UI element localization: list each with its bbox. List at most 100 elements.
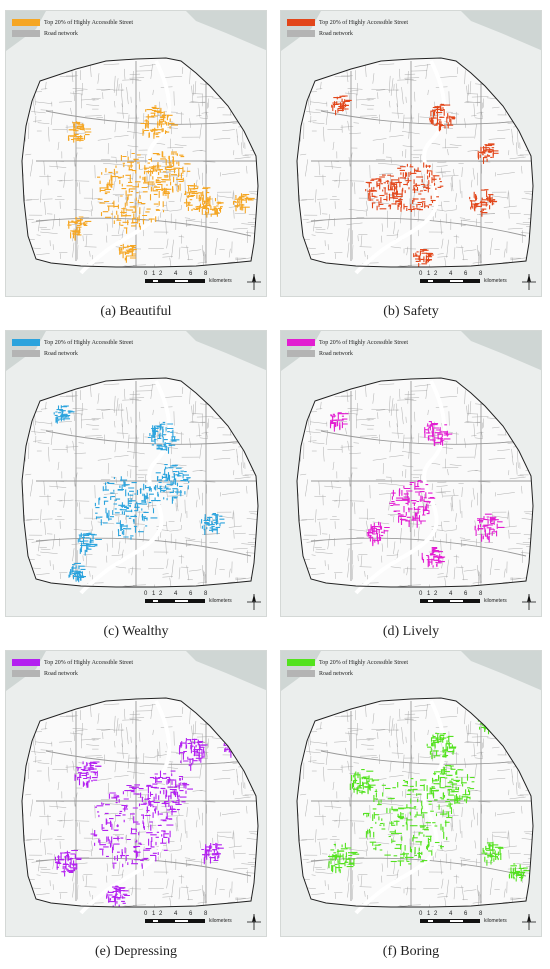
river — [79, 700, 172, 915]
map-panel-b: Top 20% of Highly Accessible Street Road … — [280, 10, 542, 297]
road-network — [22, 378, 258, 587]
scale-bar-segment — [420, 279, 427, 283]
scale-bar-segment — [145, 919, 152, 923]
scale-bar-segment — [189, 599, 205, 603]
scale-tick-label: 1 — [427, 911, 431, 917]
scale-unit-label: kilometers — [209, 918, 232, 924]
water-body — [281, 11, 541, 51]
scale-bar-segment — [145, 599, 152, 603]
scale-tick-label: 8 — [479, 911, 483, 917]
legend-swatch-highlight — [12, 339, 40, 346]
water-body — [6, 651, 266, 691]
north-arrow-icon — [522, 594, 536, 610]
legend-item-network: Road network — [287, 668, 408, 679]
legend-label-highlight: Top 20% of Highly Accessible Street — [319, 19, 409, 26]
scale-tick-label: 4 — [174, 271, 178, 277]
legend-item-highlight: Top 20% of Highly Accessible Street — [287, 337, 408, 348]
scale-bar-segment — [464, 279, 480, 283]
highlighted-streets — [53, 405, 225, 583]
scale-bar: 0 1 2 4 6 8 kilometers — [136, 271, 266, 295]
legend-item-highlight: Top 20% of Highly Accessible Street — [12, 657, 133, 668]
map-panel-e: Top 20% of Highly Accessible Street Road … — [5, 650, 267, 937]
river — [354, 380, 447, 595]
north-arrow-icon — [247, 914, 261, 930]
city-boundary — [296, 697, 534, 908]
scale-tick-label: 8 — [204, 911, 208, 917]
map-legend: Top 20% of Highly Accessible Street Road … — [287, 657, 408, 679]
scale-tick-label: 6 — [189, 271, 193, 277]
legend-swatch-network — [287, 30, 315, 37]
scale-bar: 0 1 2 4 6 8 kilometers — [136, 911, 266, 935]
scale-bar-segment — [449, 599, 464, 603]
river — [79, 380, 172, 595]
scale-unit-label: kilometers — [484, 918, 507, 924]
scale-tick-label: 4 — [174, 911, 178, 917]
legend-swatch-highlight — [287, 339, 315, 346]
map-panel-c: Top 20% of Highly Accessible Street Road … — [5, 330, 267, 617]
river — [354, 60, 447, 275]
legend-item-highlight: Top 20% of Highly Accessible Street — [287, 657, 408, 668]
scale-bar-segment — [159, 599, 174, 603]
city-boundary — [21, 57, 259, 268]
legend-swatch-network — [12, 30, 40, 37]
map-canvas — [281, 331, 541, 595]
scale-tick-label: 4 — [449, 911, 453, 917]
scale-tick-label: 4 — [449, 271, 453, 277]
legend-item-highlight: Top 20% of Highly Accessible Street — [287, 17, 408, 28]
map-legend: Top 20% of Highly Accessible Street Road … — [287, 17, 408, 39]
scale-tick-label: 1 — [152, 591, 156, 597]
scale-bar: 0 1 2 4 6 8 kilometers — [411, 591, 541, 615]
city-area — [22, 698, 258, 907]
scale-tick-label: 4 — [174, 591, 178, 597]
panel-caption-b: (b) Safety — [383, 304, 439, 319]
legend-swatch-highlight — [287, 19, 315, 26]
scale-bar-segment — [449, 919, 464, 923]
scale-tick-label: 8 — [479, 271, 483, 277]
scale-tick-label: 1 — [152, 911, 156, 917]
scale-bar-segment — [427, 279, 434, 283]
scale-tick-label: 6 — [189, 911, 193, 917]
scale-tick-label: 4 — [449, 591, 453, 597]
scale-tick-label: 2 — [159, 271, 163, 277]
scale-bar-segment — [449, 279, 464, 283]
scale-unit-label: kilometers — [209, 278, 232, 284]
legend-swatch-highlight — [287, 659, 315, 666]
legend-label-network: Road network — [44, 350, 78, 357]
scale-unit-label: kilometers — [484, 598, 507, 604]
scale-bar-segment — [159, 279, 174, 283]
legend-swatch-network — [287, 670, 315, 677]
scale-bar-segment — [434, 919, 449, 923]
legend-swatch-network — [287, 350, 315, 357]
highlighted-streets — [329, 412, 505, 568]
scale-bar-segment — [152, 279, 159, 283]
scale-tick-label: 1 — [427, 591, 431, 597]
legend-item-network: Road network — [12, 28, 133, 39]
scale-bar-segment — [189, 279, 205, 283]
scale-tick-label: 6 — [464, 271, 468, 277]
panel-caption-f: (f) Boring — [382, 944, 440, 959]
map-panel-f: Top 20% of Highly Accessible Street Road … — [280, 650, 542, 937]
legend-swatch-highlight — [12, 659, 40, 666]
map-panel-a: Top 20% of Highly Accessible Street Road … — [5, 10, 267, 297]
city-boundary — [21, 697, 259, 908]
legend-label-highlight: Top 20% of Highly Accessible Street — [44, 339, 134, 346]
north-arrow-icon — [522, 914, 536, 930]
water-body — [281, 331, 541, 371]
map-legend: Top 20% of Highly Accessible Street Road … — [287, 337, 408, 359]
water-body — [281, 651, 541, 691]
legend-label-highlight: Top 20% of Highly Accessible Street — [44, 659, 134, 666]
scale-bar-segment — [174, 599, 189, 603]
legend-label-highlight: Top 20% of Highly Accessible Street — [319, 659, 409, 666]
scale-tick-label: 6 — [189, 591, 193, 597]
scale-tick-label: 0 — [419, 911, 423, 917]
scale-tick-label: 0 — [419, 271, 423, 277]
scale-bar-segment — [427, 599, 434, 603]
panel-caption-d: (d) Lively — [382, 624, 440, 639]
legend-item-highlight: Top 20% of Highly Accessible Street — [12, 337, 133, 348]
highlighted-streets — [328, 711, 530, 882]
city-boundary — [21, 377, 259, 588]
highlighted-streets — [331, 95, 499, 267]
scale-tick-label: 2 — [159, 911, 163, 917]
scale-bar-segment — [152, 919, 159, 923]
scale-bar-segment — [145, 279, 152, 283]
